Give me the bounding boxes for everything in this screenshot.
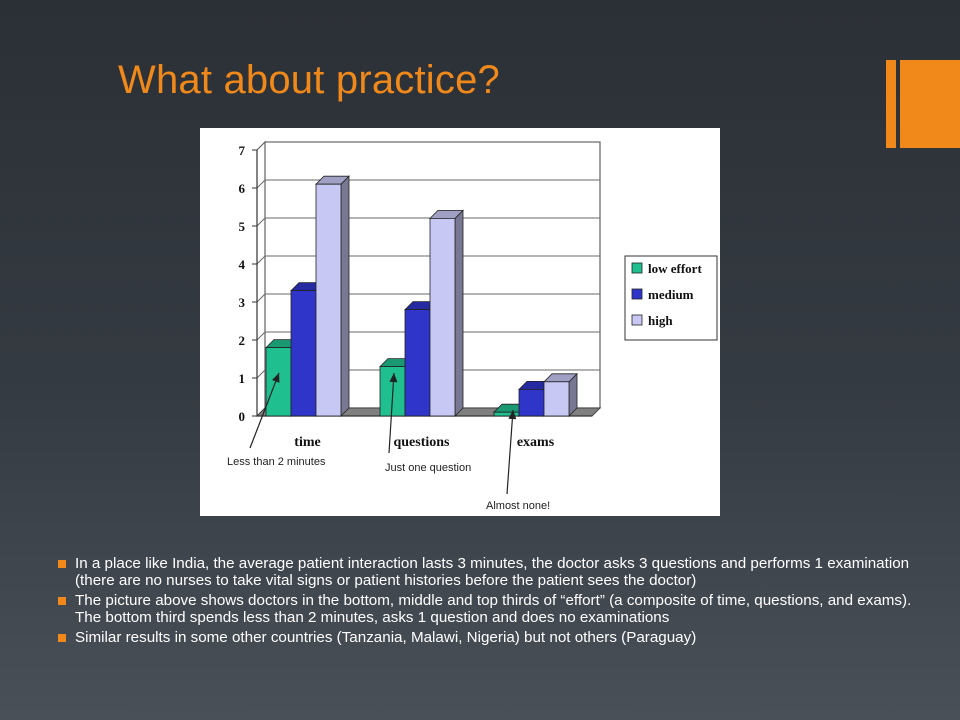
bullet-item: Similar results in some other countries … [58,630,918,647]
x-tick-label: exams [517,435,555,450]
slide-title: What about practice? [118,58,500,102]
bar [315,183,342,417]
y-tick-label: 4 [239,257,246,272]
y-tick-label: 0 [239,409,246,424]
gridline [256,217,600,227]
bullet-icon [58,597,66,606]
annotation-label: Just one question [385,462,471,474]
y-tick-label: 5 [239,219,246,234]
bullet-text: The picture above shows doctors in the b… [75,592,912,626]
x-tick-label: questions [393,435,450,450]
bullet-text: Similar results in some other countries … [75,629,697,647]
gridline [256,369,600,379]
decorative-bar [886,60,896,148]
bar-chart: 0 1 2 3 4 5 6 7 time questions exams low effort medi… [227,140,718,512]
y-tick-label: 7 [239,143,246,158]
annotation-arrow [388,372,395,454]
bar [518,388,545,417]
annotation-arrowhead [389,373,398,383]
bullet-icon [58,560,66,568]
y-tick-label: 6 [239,181,246,196]
bar [404,309,431,417]
gridline [256,141,600,151]
bar [429,218,456,417]
annotation-arrowhead [508,410,517,420]
annotation-arrowhead [272,373,280,383]
bullet-item: In a place like India, the average patie… [58,555,918,589]
legend-swatch [631,288,643,300]
bullet-text: In a place like India, the average patie… [75,555,910,589]
legend-swatch [631,262,643,274]
gridline [256,179,600,189]
bar [543,381,570,417]
annotation-label: Less than 2 minutes [227,456,326,468]
bullet-list: In a place like India, the average patie… [58,555,918,651]
bullet-icon [58,634,66,643]
bar-side [340,175,350,417]
decorative-block [900,60,960,148]
plot-side-wall [256,140,266,418]
x-tick-label: time [294,435,320,450]
annotation-arrow [249,372,280,449]
bar-side [454,209,464,417]
legend-swatch [631,314,643,326]
gridline [256,331,600,341]
legend-label: medium [648,287,694,302]
legend-label: high [648,313,673,328]
y-tick-label: 1 [239,371,246,386]
chart-panel: 0 1 2 3 4 5 6 7 time questions exams low effort medi… [200,128,720,516]
y-tick-label: 3 [239,295,246,310]
bar [493,411,520,417]
bar [290,290,317,417]
y-tick-label: 2 [239,333,246,348]
gridline [256,293,600,303]
legend-label: low effort [648,261,702,276]
gridline [256,255,600,265]
annotation-label: Almost none! [486,500,550,512]
bullet-item: The picture above shows doctors in the b… [58,592,918,626]
bar [265,347,292,417]
annotation-arrow [506,409,514,495]
